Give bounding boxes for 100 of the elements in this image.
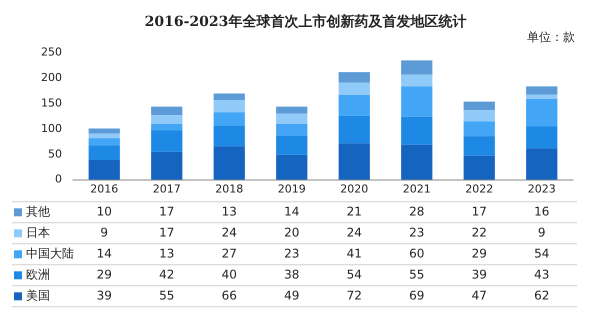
data-label: 29 xyxy=(96,267,112,282)
y-tick-label: 150 xyxy=(40,96,62,110)
data-label: 14 xyxy=(96,246,112,260)
bar xyxy=(88,134,120,138)
data-label: 39 xyxy=(96,288,112,302)
bar xyxy=(464,110,495,122)
bar xyxy=(464,156,495,180)
legend-label: 其他 xyxy=(26,204,50,218)
data-label: 14 xyxy=(284,204,300,218)
legend-label: 欧洲 xyxy=(26,267,50,282)
data-label: 60 xyxy=(409,246,424,260)
data-label: 38 xyxy=(284,267,300,282)
data-label: 72 xyxy=(346,288,362,302)
bar xyxy=(151,124,182,131)
y-tick-label: 0 xyxy=(54,172,62,186)
data-label: 28 xyxy=(409,204,424,218)
data-label: 13 xyxy=(159,246,174,260)
y-tick-label: 200 xyxy=(40,71,62,84)
bar xyxy=(464,102,495,110)
bar xyxy=(151,115,182,124)
legend-label: 美国 xyxy=(26,288,50,302)
bar xyxy=(526,126,558,148)
legend-label: 中国大陆 xyxy=(26,246,74,260)
data-label: 42 xyxy=(159,267,174,282)
data-label: 21 xyxy=(346,204,362,218)
data-label: 66 xyxy=(222,288,237,302)
bar xyxy=(526,86,558,94)
bar xyxy=(151,152,182,180)
bar xyxy=(338,72,370,83)
data-label: 62 xyxy=(534,288,550,302)
x-tick-label: 2021 xyxy=(402,182,431,196)
data-label: 29 xyxy=(472,246,487,260)
bar xyxy=(338,94,370,116)
bar xyxy=(214,93,245,100)
data-label: 55 xyxy=(159,288,174,302)
bar xyxy=(464,121,495,136)
x-tick-label: 2018 xyxy=(215,182,244,196)
bar xyxy=(276,136,308,155)
bar xyxy=(338,116,370,144)
data-label: 24 xyxy=(222,225,237,240)
bar xyxy=(276,124,308,136)
y-tick-label: 50 xyxy=(48,147,62,160)
bar xyxy=(526,148,558,180)
data-label: 17 xyxy=(159,225,174,240)
chart-title: 2016-2023年全球首次上市创新药及首发地区统计 xyxy=(144,13,466,30)
data-label: 23 xyxy=(409,225,424,240)
x-tick-label: 2019 xyxy=(278,182,306,196)
bar xyxy=(526,94,558,100)
bar xyxy=(214,146,245,180)
bar xyxy=(88,145,120,160)
bar xyxy=(151,106,182,116)
data-label: 54 xyxy=(534,246,550,260)
data-label: 39 xyxy=(472,267,487,282)
data-label: 41 xyxy=(346,246,362,260)
data-label: 20 xyxy=(284,225,300,240)
x-tick-label: 2016 xyxy=(90,182,118,196)
x-tick-label: 2020 xyxy=(340,182,368,196)
data-label: 69 xyxy=(409,288,424,302)
data-label: 40 xyxy=(222,267,237,282)
y-tick-label: 100 xyxy=(40,122,62,135)
x-tick-label: 2022 xyxy=(465,182,494,196)
bar xyxy=(88,160,120,180)
bar xyxy=(464,136,495,156)
data-label: 54 xyxy=(346,267,362,282)
data-label: 24 xyxy=(346,225,362,240)
bar xyxy=(401,74,432,86)
data-label: 43 xyxy=(534,267,550,282)
data-label: 9 xyxy=(538,225,546,240)
x-tick-label: 2017 xyxy=(152,182,181,196)
bar xyxy=(276,106,308,114)
data-label: 49 xyxy=(284,288,300,302)
data-label: 16 xyxy=(534,204,550,218)
bar xyxy=(151,130,182,152)
bar xyxy=(401,60,432,75)
data-label: 9 xyxy=(100,225,108,240)
bar xyxy=(401,144,432,180)
data-label: 10 xyxy=(96,204,112,218)
y-axis-title: 单位：款 xyxy=(527,30,575,44)
bar xyxy=(88,128,120,134)
legend-label: 日本 xyxy=(26,225,50,240)
bar xyxy=(338,82,370,95)
data-label: 17 xyxy=(159,204,174,218)
y-tick-label: 250 xyxy=(40,46,62,59)
data-label: 22 xyxy=(472,225,487,240)
bar xyxy=(276,114,308,124)
x-tick-label: 2023 xyxy=(528,182,556,196)
bar xyxy=(214,100,245,112)
bar xyxy=(338,143,370,180)
bar xyxy=(526,99,558,126)
bar xyxy=(88,138,120,146)
data-label: 27 xyxy=(222,246,237,260)
bar xyxy=(276,154,308,180)
bar xyxy=(401,86,432,117)
data-label: 17 xyxy=(472,204,487,218)
data-label: 13 xyxy=(222,204,237,218)
data-label: 23 xyxy=(284,246,300,260)
data-label: 47 xyxy=(472,288,487,302)
bar xyxy=(214,112,245,126)
data-label: 55 xyxy=(409,267,424,282)
bar xyxy=(214,126,245,146)
